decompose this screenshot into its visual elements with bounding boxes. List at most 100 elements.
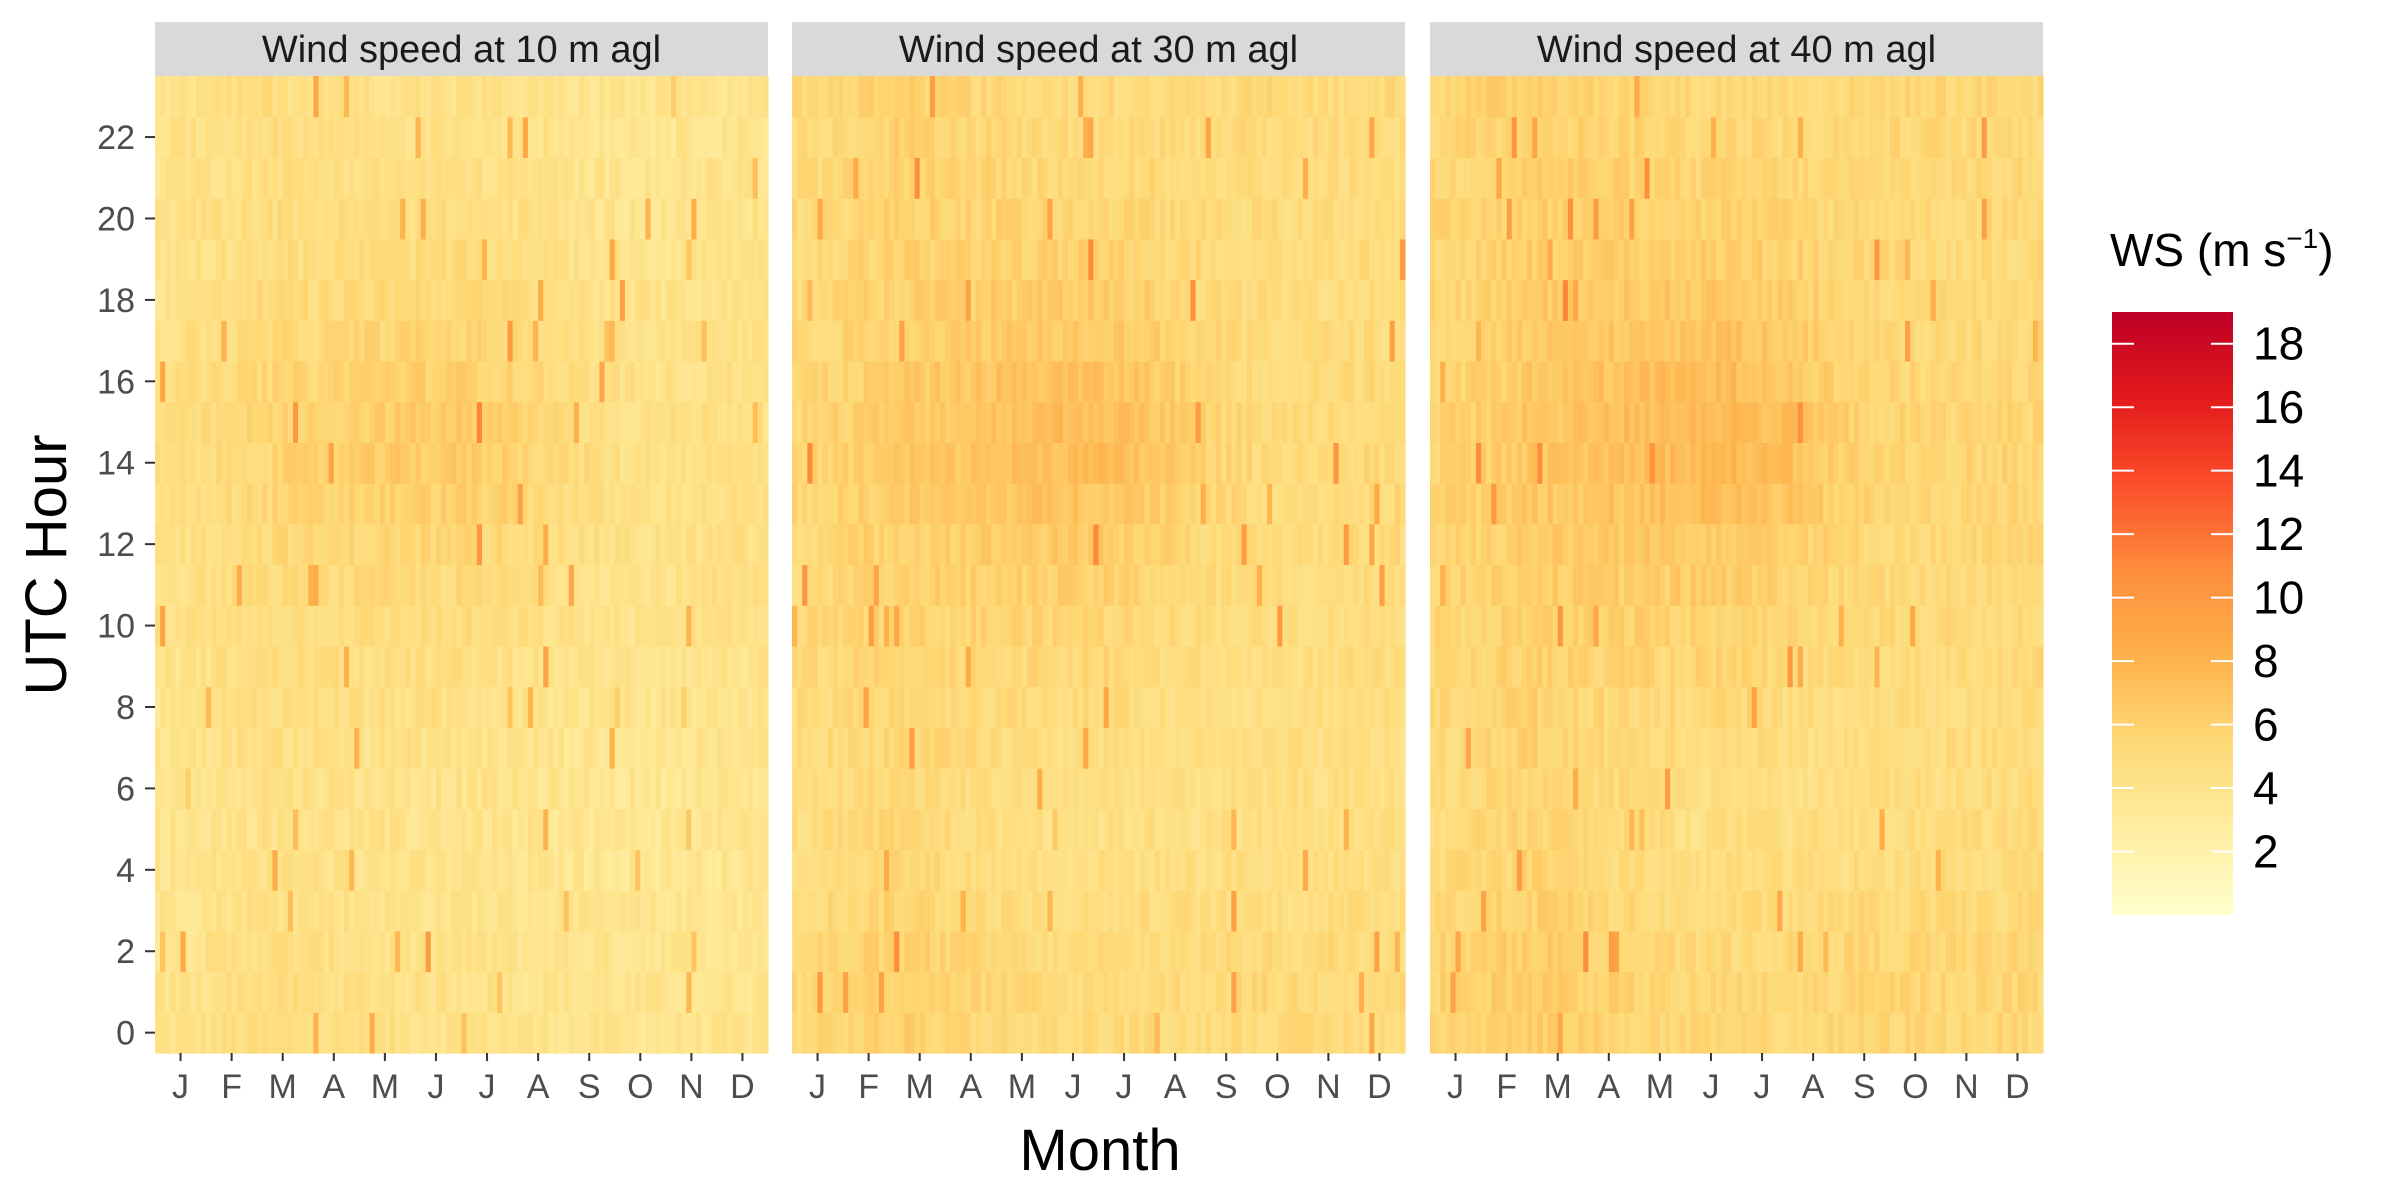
heatmap-cell (991, 360, 997, 403)
heatmap-cell (1272, 645, 1278, 688)
heatmap-cell (584, 930, 590, 973)
heatmap-cell (1108, 727, 1115, 769)
heatmap-cell (298, 279, 304, 321)
heatmap-cell (686, 727, 692, 769)
heatmap-cell (619, 849, 626, 891)
heatmap-cell (1302, 401, 1309, 443)
heatmap-cell (635, 808, 641, 851)
heatmap-cell (1098, 849, 1105, 891)
heatmap-cell (797, 808, 803, 851)
heatmap-cell (206, 279, 212, 321)
heatmap-cell (430, 971, 437, 1013)
heatmap-cell (802, 523, 808, 566)
heatmap-cell (160, 116, 166, 159)
heatmap-cell (1118, 686, 1125, 728)
heatmap-cell (1277, 686, 1283, 728)
heatmap-cell (338, 483, 345, 525)
heatmap-cell (1052, 971, 1059, 1013)
heatmap-cell (1093, 930, 1100, 973)
heatmap-cell (1302, 1012, 1309, 1054)
heatmap-cell (195, 645, 202, 688)
heatmap-cell (981, 930, 987, 973)
heatmap-cell (747, 768, 754, 810)
heatmap-cell (1144, 605, 1151, 647)
heatmap-cell (1394, 645, 1401, 688)
heatmap-cell (1338, 483, 1345, 525)
heatmap-cell (298, 76, 304, 118)
heatmap-cell (904, 890, 911, 932)
heatmap-cell (308, 645, 314, 688)
heatmap-cell (246, 116, 253, 159)
heatmap-cell (1088, 605, 1094, 647)
heatmap-cell (573, 401, 580, 443)
heatmap-cell (1379, 768, 1386, 810)
heatmap-cell (757, 645, 764, 688)
heatmap-cell (195, 442, 202, 484)
heatmap-cell (691, 442, 698, 484)
heatmap-cell (1256, 523, 1263, 566)
heatmap-cell (584, 198, 590, 240)
heatmap-cell (507, 157, 514, 199)
heatmap-cell (349, 849, 355, 891)
heatmap-cell (441, 605, 447, 647)
heatmap-cell (827, 1012, 834, 1054)
heatmap-cell (1292, 727, 1299, 769)
heatmap-cell (578, 727, 585, 769)
heatmap-cell (420, 768, 427, 810)
heatmap-cell (655, 890, 662, 932)
heatmap-cell (1037, 971, 1043, 1013)
heatmap-cell (165, 971, 171, 1013)
heatmap-cell (858, 1012, 865, 1054)
heatmap-cell (645, 849, 652, 891)
heatmap-cell (1210, 727, 1217, 769)
heatmap-cell (1231, 971, 1238, 1013)
heatmap-cell (246, 890, 253, 932)
heatmap-cell (1067, 808, 1074, 851)
heatmap-cell (252, 808, 258, 851)
heatmap-cell (757, 483, 764, 525)
heatmap-cell (604, 808, 611, 851)
heatmap-cell (655, 686, 662, 728)
heatmap-cell (1144, 686, 1151, 728)
heatmap-cell (858, 808, 865, 851)
heatmap-cell (236, 238, 243, 281)
heatmap-cell (328, 401, 335, 443)
heatmap-cell (1098, 360, 1105, 403)
heatmap-cell (1180, 808, 1186, 851)
heatmap-cell (609, 76, 616, 118)
heatmap-cell (701, 76, 708, 118)
heatmap-cell (568, 605, 575, 647)
heatmap-cell (1328, 483, 1335, 525)
heatmap-cell (894, 523, 900, 566)
heatmap-cell (609, 157, 616, 199)
heatmap-cell (517, 442, 524, 484)
heatmap-cell (1226, 930, 1232, 973)
heatmap-cell (257, 279, 263, 321)
heatmap-cell (308, 483, 314, 525)
heatmap-cell (727, 849, 733, 891)
heatmap-cell (543, 808, 549, 851)
heatmap-cell (533, 238, 539, 281)
heatmap-cell (858, 686, 865, 728)
heatmap-cell (1103, 483, 1110, 525)
heatmap-cell (292, 971, 299, 1013)
heatmap-cell (1047, 890, 1054, 932)
heatmap-cell (374, 768, 381, 810)
heatmap-cell (1369, 605, 1375, 647)
heatmap-cell (456, 727, 463, 769)
heatmap-cell (635, 849, 641, 891)
heatmap-cell (573, 971, 580, 1013)
heatmap-cell (200, 971, 207, 1013)
heatmap-cell (303, 198, 309, 240)
heatmap-cell (660, 686, 667, 728)
heatmap-cell (696, 971, 703, 1013)
heatmap-cell (492, 360, 498, 403)
heatmap-cell (1098, 564, 1105, 606)
heatmap-cell (568, 198, 575, 240)
heatmap-cell (211, 401, 217, 443)
heatmap-cell (584, 808, 590, 851)
heatmap-cell (1088, 971, 1094, 1013)
heatmap-cell (267, 401, 274, 443)
heatmap-cell (522, 198, 529, 240)
heatmap-cell (231, 564, 238, 606)
